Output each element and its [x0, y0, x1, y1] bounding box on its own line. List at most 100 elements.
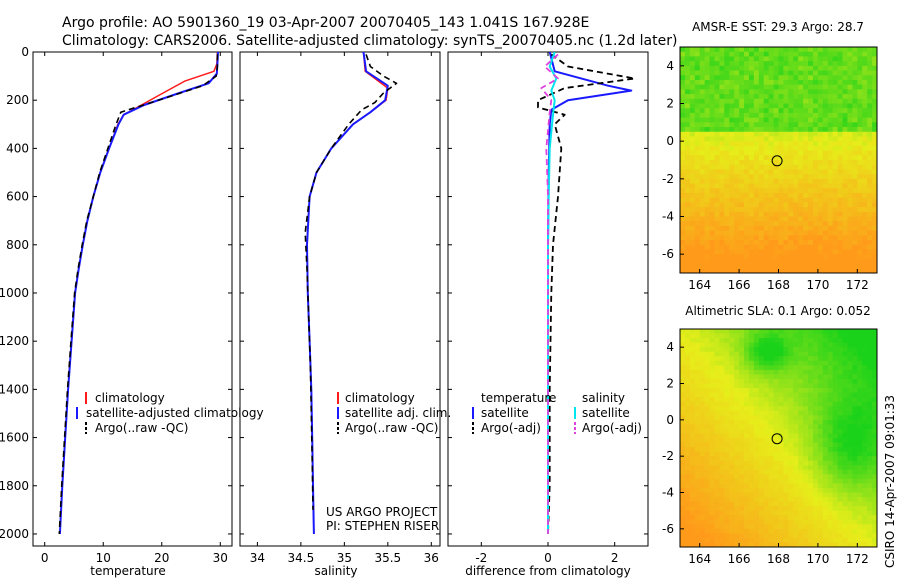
map-cell [714, 497, 720, 503]
map-cell [817, 497, 824, 503]
y-tick-label: 1800 [0, 479, 29, 493]
map-cell [867, 89, 873, 95]
map-cell [748, 65, 755, 72]
map-cell [817, 155, 824, 161]
map-cell [729, 145, 735, 152]
map-cell [753, 127, 760, 133]
map-cell [684, 383, 691, 389]
map-cell [699, 406, 706, 412]
map-cell [827, 524, 834, 530]
map-cell [699, 136, 706, 142]
map-cell [847, 230, 853, 236]
map-cell [699, 506, 706, 512]
map-cell [862, 258, 868, 265]
map-cell [778, 501, 785, 507]
map-cell [714, 528, 720, 534]
map-cell [808, 497, 814, 503]
map-cell [739, 360, 745, 366]
map-y-tick-label: -4 [662, 210, 674, 224]
map-cell [842, 542, 849, 547]
map-cell [872, 75, 877, 81]
map-cell [852, 122, 858, 128]
map-cell [817, 150, 824, 156]
map-cell [753, 240, 760, 246]
map-cell [812, 174, 819, 180]
map-cell [753, 122, 760, 128]
map-cell [872, 141, 877, 147]
map-cell [847, 438, 853, 444]
map-cell [867, 487, 873, 494]
map-cell [684, 524, 691, 530]
map-cell [803, 392, 809, 398]
map-cell [758, 410, 765, 416]
map-cell [793, 197, 799, 203]
map-cell [689, 51, 696, 58]
map-cell [773, 510, 780, 516]
map-cell [867, 164, 873, 171]
map-cell [812, 524, 819, 530]
map-cell [857, 211, 863, 218]
map-cell [837, 70, 844, 76]
map-cell [704, 244, 711, 251]
map-cell [847, 378, 853, 385]
map-cell [689, 70, 696, 76]
map-cell [729, 79, 735, 86]
map-cell [768, 75, 775, 81]
map-cell [714, 131, 720, 138]
map-cell [817, 70, 824, 76]
map-cell [812, 369, 819, 376]
map-cell [773, 230, 780, 236]
map-cell [714, 160, 720, 166]
map-cell [763, 342, 770, 348]
map-cell [837, 249, 844, 255]
map-cell [783, 388, 789, 394]
map-cell [788, 230, 794, 236]
map-cell [812, 342, 819, 348]
map-cell [773, 419, 780, 425]
map-cell [793, 136, 799, 142]
map-cell [798, 240, 804, 246]
map-cell [744, 160, 750, 166]
map-cell [867, 428, 873, 435]
map-cell [689, 329, 696, 335]
map-cell [827, 56, 834, 62]
map-cell [832, 392, 839, 398]
map-cell [694, 174, 701, 180]
map-cell [827, 438, 834, 444]
map-cell [748, 268, 755, 273]
map-cell [803, 207, 809, 213]
map-cell [798, 483, 804, 489]
map-cell [714, 244, 720, 251]
map-cell [817, 501, 824, 507]
map-cell [842, 483, 849, 489]
map-cell [817, 410, 824, 416]
map-cell [793, 51, 799, 58]
map-cell [837, 155, 844, 161]
map-cell [793, 483, 799, 489]
map-cell [857, 465, 863, 471]
map-cell [778, 528, 785, 534]
map-cell [867, 183, 873, 189]
map-cell [694, 510, 701, 516]
map-cell [753, 150, 760, 156]
map-cell [684, 89, 691, 95]
map-cell [744, 501, 750, 507]
map-cell [734, 70, 740, 76]
map-cell [862, 98, 868, 105]
map-cell [734, 192, 740, 199]
map-cell [857, 164, 863, 171]
map-cell [758, 150, 765, 156]
map-cell [793, 519, 799, 525]
map-cell [778, 136, 785, 142]
map-cell [699, 347, 706, 353]
map-cell [822, 127, 829, 133]
map-cell [803, 456, 809, 462]
map-cell [748, 360, 755, 366]
map-cell [714, 510, 720, 516]
map-cell [837, 369, 844, 376]
map-cell [798, 329, 804, 335]
map-cell [788, 211, 794, 218]
map-cell [793, 487, 799, 494]
map-cell [753, 160, 760, 166]
map-cell [709, 537, 716, 544]
